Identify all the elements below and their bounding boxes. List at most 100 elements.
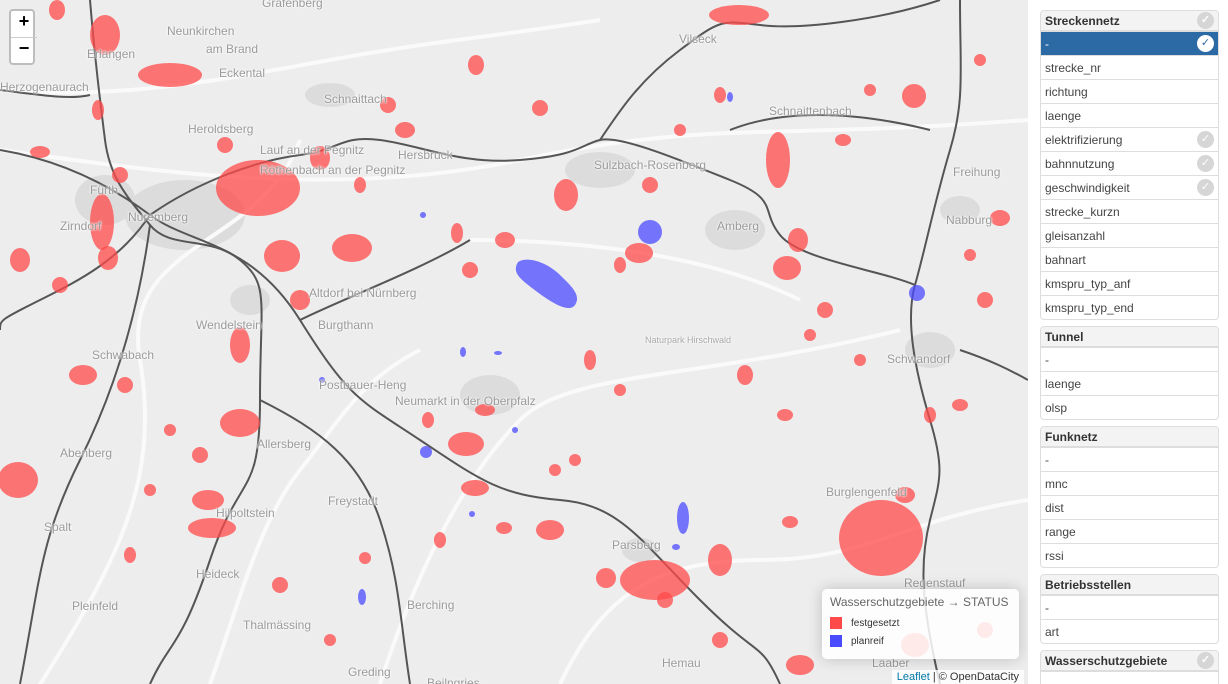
- layer-option[interactable]: laenge: [1041, 371, 1218, 395]
- layer-group-title: Wasserschutzgebiete: [1045, 653, 1168, 668]
- legend-item-planreif: planreif: [830, 632, 1011, 650]
- layer-option[interactable]: geschwindigkeit ✓: [1041, 175, 1218, 199]
- water-protection-area-festgesetzt: [395, 122, 415, 138]
- water-protection-area-festgesetzt: [532, 100, 548, 116]
- water-protection-area-festgesetzt: [0, 462, 38, 498]
- water-protection-area-festgesetzt: [92, 100, 104, 120]
- layer-group-betriebsstellen: Betriebsstellen - art: [1040, 574, 1219, 644]
- legend-label: festgesetzt: [851, 617, 900, 629]
- layer-option[interactable]: - ✓: [1041, 31, 1218, 55]
- water-protection-area-festgesetzt: [708, 544, 732, 576]
- water-protection-area-festgesetzt: [737, 365, 753, 385]
- check-icon: ✓: [1197, 179, 1214, 196]
- water-protection-area-festgesetzt: [359, 552, 371, 564]
- water-protection-area-festgesetzt: [495, 232, 515, 248]
- water-protection-area-festgesetzt: [657, 592, 673, 608]
- layer-option-label: strecke_kurzn: [1045, 204, 1120, 219]
- zoom-in-button[interactable]: +: [18, 11, 30, 31]
- layer-option[interactable]: laenge: [1041, 103, 1218, 127]
- layer-option[interactable]: art: [1041, 619, 1218, 643]
- minor-road: [0, 118, 1028, 182]
- layer-group-header[interactable]: Wasserschutzgebiete ✓: [1041, 651, 1218, 671]
- layer-option-label: elektrifizierung: [1045, 132, 1123, 147]
- layer-option[interactable]: strecke_nr: [1041, 55, 1218, 79]
- check-icon: ✓: [1197, 155, 1214, 172]
- layer-group-header[interactable]: Funknetz: [1041, 427, 1218, 447]
- layer-option-label: -: [1045, 36, 1049, 51]
- layer-group-header[interactable]: Betriebsstellen: [1041, 575, 1218, 595]
- water-protection-area-festgesetzt: [549, 464, 561, 476]
- legend-item-festgesetzt: festgesetzt: [830, 614, 1011, 632]
- water-protection-area-planreif: [460, 347, 466, 357]
- layer-option[interactable]: strecke_kurzn: [1041, 199, 1218, 223]
- layer-group-header[interactable]: Tunnel: [1041, 327, 1218, 347]
- urban-area: [460, 375, 520, 415]
- layer-option[interactable]: bahnart: [1041, 247, 1218, 271]
- water-protection-area-festgesetzt: [714, 87, 726, 103]
- water-protection-area-festgesetzt: [124, 547, 136, 563]
- water-protection-area-planreif: [677, 502, 689, 534]
- map-layers: [0, 0, 1028, 684]
- water-protection-area-planreif: [469, 511, 475, 517]
- water-protection-area-festgesetzt: [332, 234, 372, 262]
- layer-group-header[interactable]: Streckennetz ✓: [1041, 11, 1218, 31]
- water-protection-area-festgesetzt: [90, 15, 120, 55]
- railway-line: [19, 224, 151, 684]
- railway-line: [89, 0, 263, 684]
- layer-option[interactable]: dist: [1041, 495, 1218, 519]
- layer-option[interactable]: mnc: [1041, 471, 1218, 495]
- leaflet-link[interactable]: Leaflet: [896, 671, 930, 683]
- layer-option[interactable]: elektrifizierung ✓: [1041, 127, 1218, 151]
- urban-area: [705, 210, 765, 250]
- water-protection-area-festgesetzt: [90, 194, 114, 250]
- water-protection-area-festgesetzt: [596, 568, 616, 588]
- zoom-out-button[interactable]: −: [11, 37, 37, 63]
- water-protection-area-festgesetzt: [354, 177, 366, 193]
- water-protection-area-festgesetzt: [786, 655, 814, 675]
- layer-option[interactable]: rssi: [1041, 543, 1218, 567]
- layer-group-title: Tunnel: [1045, 329, 1084, 344]
- layer-option[interactable]: -: [1041, 671, 1218, 684]
- water-protection-area-planreif: [420, 212, 426, 218]
- water-protection-area-festgesetzt: [192, 447, 208, 463]
- water-protection-area-festgesetzt: [990, 210, 1010, 226]
- water-protection-area-festgesetzt: [614, 384, 626, 396]
- layer-group-streckennetz: Streckennetz ✓ - ✓ strecke_nr richtung laenge e…: [1040, 10, 1219, 320]
- layer-option[interactable]: kmspru_typ_anf: [1041, 271, 1218, 295]
- layer-option[interactable]: richtung: [1041, 79, 1218, 103]
- water-protection-area-festgesetzt: [924, 407, 936, 423]
- water-protection-area-festgesetzt: [895, 487, 915, 503]
- layer-option[interactable]: gleisanzahl: [1041, 223, 1218, 247]
- water-protection-area-festgesetzt: [569, 454, 581, 466]
- layer-option-label: -: [1045, 600, 1049, 615]
- minor-road: [378, 328, 901, 684]
- water-protection-area-festgesetzt: [49, 0, 65, 20]
- layer-option[interactable]: -: [1041, 347, 1218, 371]
- water-protection-area-festgesetzt: [380, 97, 396, 113]
- layer-option[interactable]: bahnnutzung ✓: [1041, 151, 1218, 175]
- layer-option[interactable]: -: [1041, 595, 1218, 619]
- water-protection-area-festgesetzt: [766, 132, 790, 188]
- layer-option-label: geschwindigkeit: [1045, 180, 1130, 195]
- water-protection-area-festgesetzt: [217, 137, 233, 153]
- layer-option-label: mnc: [1045, 476, 1068, 491]
- water-protection-area-planreif: [515, 259, 578, 309]
- layer-option-label: -: [1045, 452, 1049, 467]
- minor-road: [0, 18, 601, 95]
- water-protection-area-festgesetzt: [864, 84, 876, 96]
- layer-option[interactable]: -: [1041, 447, 1218, 471]
- water-protection-area-festgesetzt: [220, 409, 260, 437]
- layer-option[interactable]: range: [1041, 519, 1218, 543]
- water-protection-area-festgesetzt: [30, 146, 50, 158]
- water-protection-area-festgesetzt: [536, 520, 564, 540]
- layer-option-label: art: [1045, 624, 1060, 639]
- map-canvas[interactable]: Gräfenberg Neunkirchen am Brand Erlangen Eck…: [0, 0, 1028, 684]
- water-protection-area-festgesetzt: [164, 424, 176, 436]
- layer-option[interactable]: olsp: [1041, 395, 1218, 419]
- water-protection-area-festgesetzt: [117, 377, 133, 393]
- water-protection-area-festgesetzt: [230, 327, 250, 363]
- water-protection-area-planreif: [638, 220, 662, 244]
- layer-option[interactable]: kmspru_typ_end: [1041, 295, 1218, 319]
- water-protection-area-festgesetzt: [964, 249, 976, 261]
- urban-area: [305, 83, 355, 107]
